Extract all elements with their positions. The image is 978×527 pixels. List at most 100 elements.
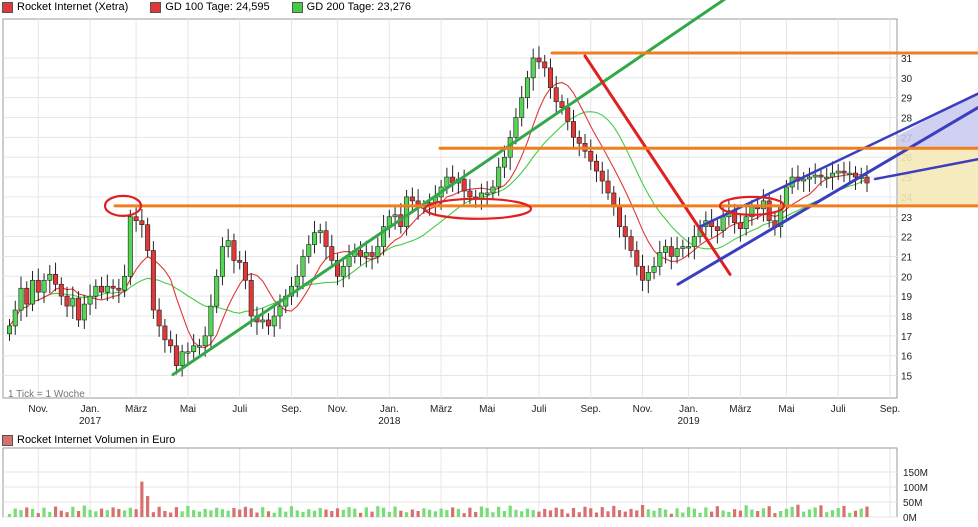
candle-body — [306, 244, 312, 257]
candle-body — [133, 216, 139, 222]
candle-body — [852, 172, 858, 178]
volume-bar — [497, 506, 501, 517]
candle-body — [392, 214, 398, 218]
volume-bar — [30, 508, 35, 517]
volume-bar — [163, 511, 167, 517]
x-tick-label: Sep. — [880, 404, 901, 415]
candle-body — [461, 178, 467, 192]
volume-bar — [117, 508, 121, 517]
y-tick-label: 16 — [901, 352, 913, 363]
volume-bar — [393, 506, 397, 517]
legend-label-gd100: GD 100 Tage: 24,595 — [165, 1, 270, 13]
volume-bar — [48, 511, 52, 517]
volume-bar — [830, 510, 835, 517]
volume-bar — [445, 510, 449, 517]
volume-bar — [358, 512, 363, 517]
candle-body — [605, 180, 611, 194]
x-tick-label: Sep. — [281, 404, 302, 415]
candle-body — [300, 256, 306, 277]
x-tick-label: Mai — [180, 404, 196, 415]
volume-bar — [157, 506, 161, 517]
candle-body — [208, 305, 214, 337]
volume-bar — [243, 506, 248, 517]
candle-body — [375, 246, 381, 257]
candle-body — [496, 166, 502, 188]
volume-bar — [629, 508, 633, 517]
volume-bar — [836, 508, 840, 517]
candle-body — [663, 246, 669, 253]
candle-body — [202, 335, 208, 347]
candle-body — [12, 309, 18, 327]
x-tick-year: 2017 — [79, 416, 102, 427]
volume-bar — [635, 510, 639, 517]
volume-bar — [128, 507, 132, 517]
volume-bar — [99, 508, 104, 517]
volume-bar — [318, 508, 322, 517]
volume-bar — [324, 509, 328, 517]
volume-bar — [370, 511, 374, 517]
volume-bar — [387, 511, 391, 517]
candle-body — [127, 216, 133, 277]
candle-body — [168, 339, 174, 347]
candle-body — [150, 250, 156, 311]
candle-body — [340, 266, 346, 277]
volume-bar — [169, 512, 173, 517]
y-tick-label: 30 — [901, 74, 913, 85]
y-tick-label: 18 — [901, 312, 913, 323]
volume-bar — [13, 508, 17, 517]
volume-bar — [796, 504, 800, 517]
candle-body — [93, 285, 99, 297]
volume-bar — [416, 511, 420, 517]
volume-bar — [410, 509, 414, 517]
volume-bar — [663, 509, 668, 517]
volume-bar — [364, 507, 368, 517]
candle-body — [668, 246, 674, 257]
volume-bar — [543, 508, 547, 517]
volume-bar — [272, 512, 276, 517]
volume-bar — [658, 508, 662, 517]
volume-bar — [474, 511, 478, 517]
volume-bar — [19, 510, 23, 517]
price-legend: Rocket Internet (Xetra) GD 100 Tage: 24,… — [2, 1, 433, 13]
candle-body — [242, 262, 248, 281]
candle-body — [484, 192, 490, 195]
candle-body — [743, 216, 749, 229]
volume-bar — [744, 505, 748, 517]
candle-body — [363, 252, 369, 257]
candle-body — [87, 295, 93, 305]
legend-item-price: Rocket Internet (Xetra) — [2, 1, 128, 13]
volume-bar — [865, 506, 869, 517]
volume-bar — [669, 513, 673, 517]
volume-bar — [727, 511, 731, 517]
x-tick-label: Juli — [831, 404, 846, 415]
volume-bar — [623, 511, 627, 517]
candle-body — [179, 351, 185, 366]
x-tick-label: Sep. — [580, 404, 601, 415]
x-tick-label: Nov. — [28, 404, 48, 415]
volume-bar — [301, 511, 305, 517]
volume-bar — [376, 506, 380, 517]
y-tick-label: 31 — [901, 54, 913, 65]
volume-bar — [312, 510, 317, 517]
candle-body — [651, 266, 657, 273]
volume-bar — [42, 507, 46, 517]
candle-body — [818, 174, 824, 178]
candle-body — [162, 325, 168, 341]
candle-body — [801, 178, 807, 182]
volume-bar — [439, 508, 443, 517]
volume-bar — [209, 510, 213, 517]
volume-bar — [347, 507, 351, 517]
legend-item-gd200: GD 200 Tage: 23,276 — [291, 1, 411, 13]
candle-body — [530, 57, 536, 79]
candle-body — [312, 232, 318, 245]
candle-body — [231, 240, 237, 261]
volume-bar — [594, 512, 599, 517]
volume-bar — [433, 511, 437, 517]
candle-body — [335, 260, 341, 277]
x-tick-label: Juli — [232, 404, 247, 415]
volume-bar — [571, 508, 576, 517]
y-tick-label: 19 — [901, 292, 913, 303]
candle-body — [622, 226, 628, 237]
volume-bar — [261, 507, 265, 517]
volume-bar — [715, 506, 719, 517]
